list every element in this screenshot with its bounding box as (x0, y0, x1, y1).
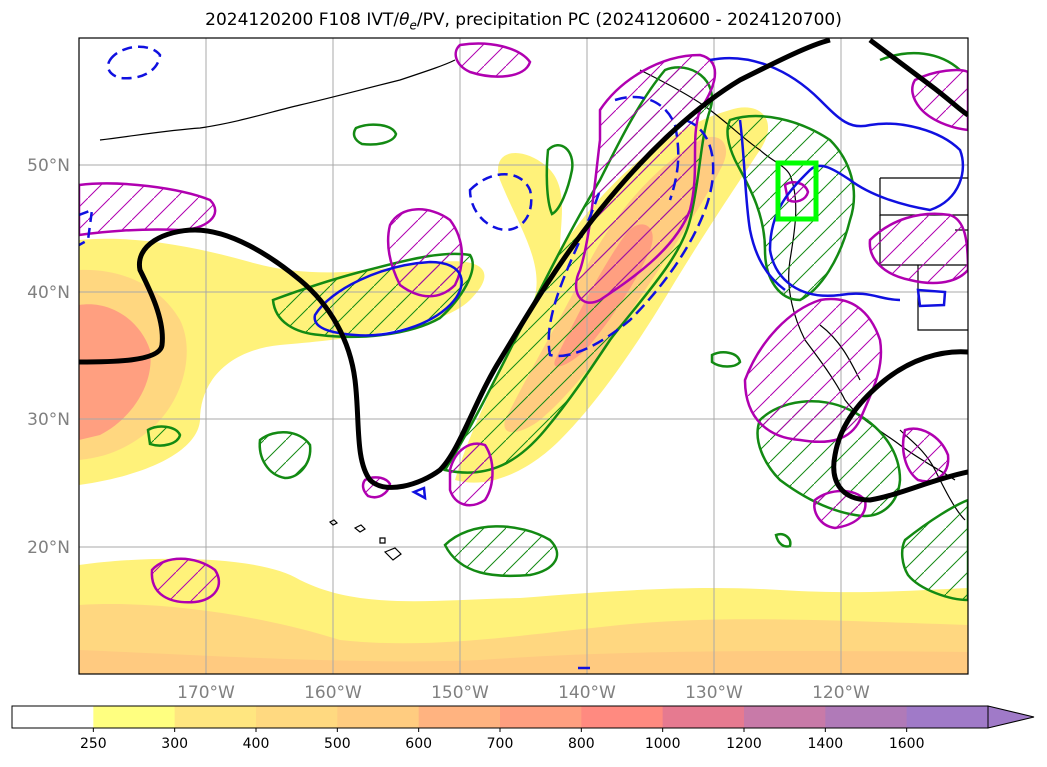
lon-label-150w: 150°W (431, 683, 489, 703)
magenta-area-2 (386, 208, 464, 298)
magenta-area-3 (454, 42, 532, 78)
colorbar-tick-label: 1400 (808, 736, 844, 752)
colorbar-segment (500, 706, 582, 728)
precip-area-12 (710, 351, 742, 368)
colorbar-extend-arrow (987, 705, 1035, 729)
colorbar-tick-label: 700 (487, 736, 514, 752)
colorbar-tick-label: 500 (324, 736, 351, 752)
title-suffix: /PV, precipitation PC (2024120600 - 2024… (416, 10, 842, 30)
blue-contour-dashed-3 (468, 173, 533, 232)
pv-contour-2 (868, 38, 968, 118)
pv-contours (79, 38, 968, 503)
blue-contour-dashed-4 (106, 45, 162, 80)
colorbar-segment (418, 706, 501, 728)
magenta-area-1 (79, 182, 217, 237)
precip-area-8 (146, 425, 182, 447)
colorbar-segment (662, 706, 745, 728)
magenta-area-5 (743, 297, 883, 444)
colorbar: 250 300 400 500 600 700 800 1000 1200 1400 1600 (11, 705, 1035, 752)
lon-labels: 170°W 160°W 150°W 140°W 130°W 120°W (177, 683, 870, 703)
colorbar-segment (744, 706, 826, 728)
precip-area-10 (545, 144, 574, 216)
title-prefix: 2024120200 F108 IVT/ (205, 10, 400, 30)
colorbar-segment (337, 706, 420, 728)
blue-contour-dashed-5 (79, 208, 94, 247)
blue-contour-solid-3 (738, 119, 786, 291)
precip-area-5 (443, 525, 559, 578)
precip-area-6 (900, 498, 968, 602)
region-highlight-box (775, 160, 819, 222)
blue-contour-solid-2 (709, 56, 965, 302)
precip-area-7 (258, 431, 312, 480)
map-layers (79, 38, 968, 674)
colorbar-segment (906, 706, 989, 728)
lon-label-120w: 120°W (812, 683, 870, 703)
colorbar-segment (93, 706, 176, 728)
lat-label-40: 40°N (27, 283, 70, 303)
blue-contour-solid-1 (313, 260, 463, 337)
blue-contour-dashed-1 (614, 95, 680, 201)
colorbar-segment (825, 706, 908, 728)
lat-label-20: 20°N (27, 538, 70, 558)
ivt-plume-west-core (79, 304, 151, 440)
blue-contour-solid-5 (411, 486, 427, 501)
lon-label-160w: 160°W (304, 683, 362, 703)
blue-contours (79, 45, 965, 670)
colorbar-segment (12, 706, 94, 728)
colorbar-tick-label: 600 (405, 736, 432, 752)
precip-area-3 (726, 114, 856, 302)
map-frame (78, 37, 969, 675)
colorbar-segment (174, 706, 257, 728)
lat-labels: 50°N 40°N 30°N 20°N (27, 156, 70, 558)
ivt-band-south-inner (79, 650, 968, 674)
colorbar-tick-label: 400 (243, 736, 270, 752)
magenta-area-9 (448, 442, 494, 507)
blue-contour-solid-4 (916, 288, 947, 308)
pv-contour-3 (831, 349, 968, 503)
precip-area-13 (774, 533, 792, 548)
precip-area-9 (352, 123, 398, 146)
colorbar-tick-label: 300 (161, 736, 188, 752)
lon-label-130w: 130°W (685, 683, 743, 703)
colorbar-tick-label: 800 (568, 736, 595, 752)
magenta-area-4 (574, 53, 717, 304)
lon-label-170w: 170°W (177, 683, 235, 703)
lat-label-30: 30°N (27, 410, 70, 430)
title-theta: θ (399, 10, 410, 30)
lon-label-140w: 140°W (558, 683, 616, 703)
colorbar-segment (581, 706, 664, 728)
colorbar-segment (256, 706, 338, 728)
colorbar-tick-label: 1000 (645, 736, 681, 752)
title-theta-sub: e (409, 18, 417, 33)
magenta-area-13 (783, 181, 810, 203)
blue-contour-dashed-2 (547, 118, 715, 358)
lat-label-50: 50°N (27, 156, 70, 176)
pv-contour-1 (79, 38, 831, 490)
colorbar-tick-label: 250 (80, 736, 107, 752)
magenta-area-8 (150, 557, 221, 604)
colorbar-tick-label: 1200 (726, 736, 762, 752)
colorbar-tick-label: 1600 (889, 736, 925, 752)
chart-title: 2024120200 F108 IVT/θe/PV, precipitation… (0, 10, 1047, 32)
